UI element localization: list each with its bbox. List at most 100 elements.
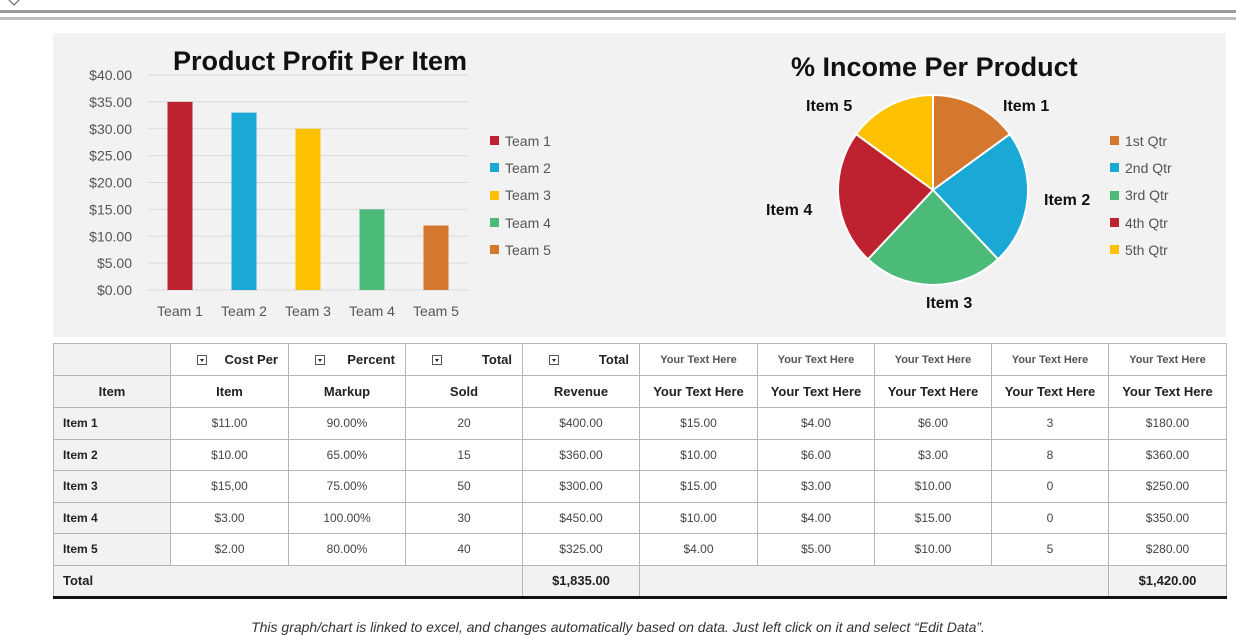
filter-dropdown-icon[interactable] (315, 355, 325, 365)
chart-panel[interactable]: $0.00 $5.00 $10.00 $15.00 $20.00 $25.00 $30.00… (53, 33, 1226, 337)
table-cell[interactable]: $5.00 (757, 533, 875, 566)
header-cell[interactable]: Your Text Here (639, 375, 758, 408)
table-cell[interactable]: $450.00 (522, 501, 640, 534)
table-cell[interactable]: $180.00 (1108, 407, 1227, 440)
header-cell[interactable]: Item (53, 375, 171, 408)
filter-dropdown-icon[interactable] (549, 355, 559, 365)
y-tick-label: $30.00 (89, 121, 132, 137)
y-tick-label: $15.00 (89, 201, 132, 217)
table-cell[interactable]: $3.00 (874, 438, 992, 471)
pie-slice (866, 188, 1000, 286)
table-cell[interactable]: $3.00 (757, 470, 875, 503)
header-cell[interactable]: Your Text Here (874, 343, 992, 376)
table-cell[interactable]: 90.00% (288, 407, 406, 440)
y-tick-label: $10.00 (89, 228, 132, 244)
table-cell[interactable]: 20 (405, 407, 523, 440)
table-row: Item 4 $3.00 100.00% 30 $450.00 $10.00 $… (53, 501, 1227, 534)
table-cell[interactable]: $10.00 (874, 533, 992, 566)
table-cell[interactable]: $15.00 (874, 501, 992, 534)
table-cell[interactable]: 5 (991, 533, 1109, 566)
table-cell[interactable]: $10.00 (639, 501, 758, 534)
row-label[interactable]: Item 4 (53, 501, 171, 534)
header-cell[interactable]: Your Text Here (991, 375, 1109, 408)
table-cell[interactable]: $4.00 (757, 407, 875, 440)
pie-label-item-4: Item 4 (766, 202, 813, 219)
header-cell[interactable]: Total (522, 343, 640, 376)
table-cell[interactable]: $2.00 (170, 533, 289, 566)
total-last[interactable]: $1,420.00 (1108, 564, 1227, 599)
filter-dropdown-icon[interactable] (432, 355, 442, 365)
table-cell[interactable]: $15.00 (639, 470, 758, 503)
header-cell[interactable]: Your Text Here (874, 375, 992, 408)
table-cell[interactable]: 30 (405, 501, 523, 534)
table-cell[interactable]: 75.00% (288, 470, 406, 503)
y-tick-label: $0.00 (97, 282, 132, 298)
bar (167, 101, 193, 290)
header-cell[interactable]: Your Text Here (757, 343, 875, 376)
filter-dropdown-icon[interactable] (197, 355, 207, 365)
table-cell[interactable]: $10.00 (639, 438, 758, 471)
table-cell[interactable]: $350.00 (1108, 501, 1227, 534)
header-cell[interactable]: Revenue (522, 375, 640, 408)
table-cell[interactable]: $15,00 (170, 470, 289, 503)
header-cell[interactable]: Percent (288, 343, 406, 376)
table-cell[interactable]: 40 (405, 533, 523, 566)
header-cell[interactable]: Your Text Here (991, 343, 1109, 376)
table-cell[interactable]: 100.00% (288, 501, 406, 534)
table-cell[interactable]: $10.00 (874, 470, 992, 503)
legend-item: Team 3 (490, 182, 551, 209)
header-cell[interactable]: Your Text Here (1108, 343, 1227, 376)
table-cell[interactable]: $3.00 (170, 501, 289, 534)
legend-item: 2nd Qtr (1110, 154, 1172, 181)
table-cell[interactable]: $360.00 (1108, 438, 1227, 471)
table-cell[interactable]: $325.00 (522, 533, 640, 566)
table-cell[interactable]: $15.00 (639, 407, 758, 440)
pie-chart[interactable] (53, 33, 1226, 337)
row-label[interactable]: Item 5 (53, 533, 171, 566)
row-label[interactable]: Item 3 (53, 470, 171, 503)
legend-item: 3rd Qtr (1110, 182, 1172, 209)
header-cell[interactable]: Total (405, 343, 523, 376)
table-cell[interactable]: 3 (991, 407, 1109, 440)
pie-legend: 1st Qtr 2nd Qtr 3rd Qtr 4th Qtr 5th Qtr (1110, 127, 1172, 263)
legend-item: Team 1 (490, 127, 551, 154)
table-cell[interactable]: $10.00 (170, 438, 289, 471)
table-row: Item 2 $10.00 65.00% 15 $360.00 $10.00 $… (53, 438, 1227, 471)
header-cell[interactable]: Your Text Here (1108, 375, 1227, 408)
table-cell[interactable]: 0 (991, 501, 1109, 534)
top-rule (0, 10, 1236, 13)
table-cell[interactable]: 80.00% (288, 533, 406, 566)
table-cell[interactable]: 50 (405, 470, 523, 503)
header-cell[interactable]: Markup (288, 375, 406, 408)
header-cell[interactable]: Item (170, 375, 289, 408)
header-cell[interactable]: Sold (405, 375, 523, 408)
table-cell[interactable]: $6.00 (874, 407, 992, 440)
y-tick-label: $20.00 (89, 175, 132, 191)
table-cell[interactable]: 65.00% (288, 438, 406, 471)
table-cell[interactable]: $360.00 (522, 438, 640, 471)
table-cell[interactable]: $300.00 (522, 470, 640, 503)
table-cell[interactable]: $4.00 (639, 533, 758, 566)
total-row: Total $1,835.00 $1,420.00 (53, 564, 1227, 599)
table-cell[interactable]: $400.00 (522, 407, 640, 440)
table-cell[interactable]: 0 (991, 470, 1109, 503)
bar-chart[interactable]: $0.00 $5.00 $10.00 $15.00 $20.00 $25.00 $30.00… (53, 33, 653, 337)
table-cell[interactable]: 8 (991, 438, 1109, 471)
row-label[interactable]: Item 1 (53, 407, 171, 440)
legend-swatch (490, 218, 499, 228)
header-cell[interactable]: Your Text Here (757, 375, 875, 408)
legend-item: Team 4 (490, 209, 551, 236)
header-cell[interactable]: Your Text Here (639, 343, 758, 376)
table-cell[interactable]: $280.00 (1108, 533, 1227, 566)
table-cell[interactable]: 15 (405, 438, 523, 471)
table-cell[interactable]: $250.00 (1108, 470, 1227, 503)
footer-note: This graph/chart is linked to excel, and… (251, 619, 985, 635)
row-label[interactable]: Item 2 (53, 438, 171, 471)
table-cell[interactable]: $6.00 (757, 438, 875, 471)
data-table[interactable]: Cost Per Percent Total Total Your Text H… (53, 343, 1227, 599)
table-cell[interactable]: $4.00 (757, 501, 875, 534)
legend-label: Team 4 (505, 214, 551, 231)
table-cell[interactable]: $11.00 (170, 407, 289, 440)
header-cell[interactable]: Cost Per (170, 343, 289, 376)
total-revenue[interactable]: $1,835.00 (522, 564, 640, 599)
